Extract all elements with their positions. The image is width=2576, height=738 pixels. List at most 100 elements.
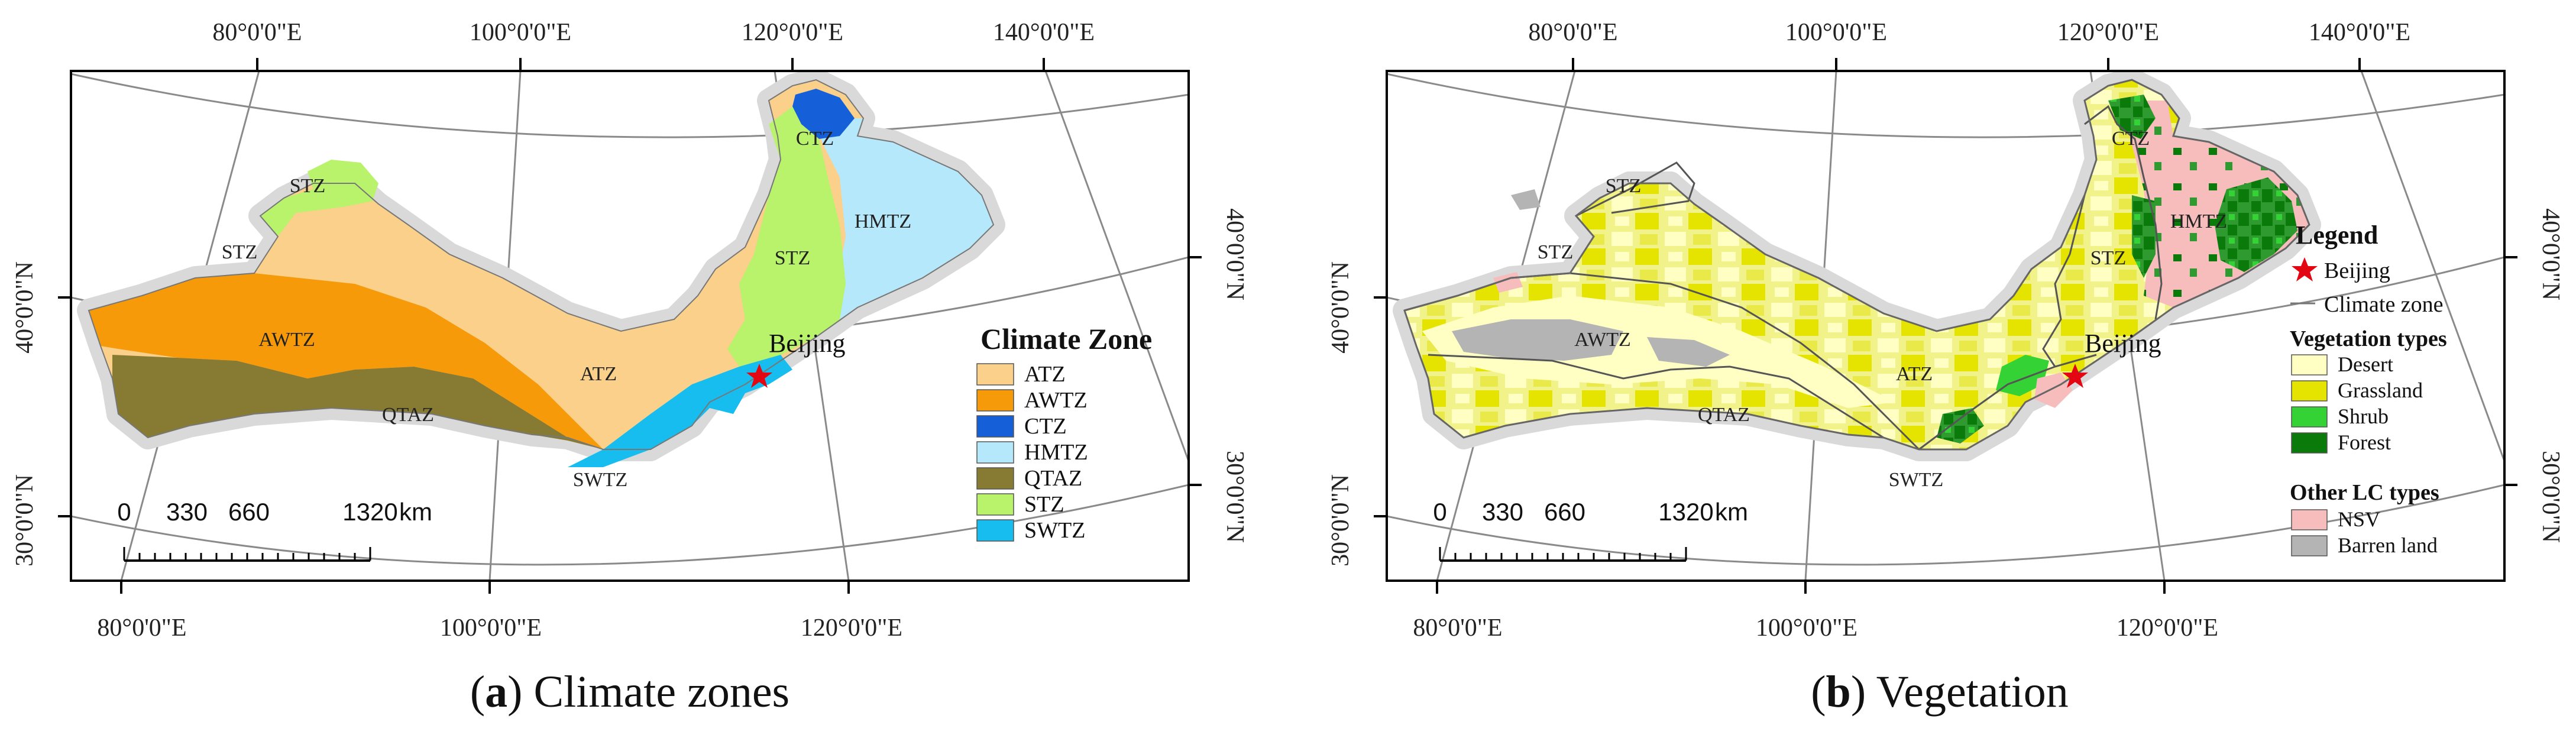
legend-swatch (2291, 354, 2328, 376)
zone-stz-east (727, 106, 846, 367)
caption-text: Vegetation (1866, 667, 2069, 717)
legend-label: Grassland (2338, 378, 2423, 402)
panel-b: 80°0'0"E 100°0'0"E 120°0'0"E 140°0'0"E 4… (1327, 19, 2564, 717)
forest-area (2132, 195, 2156, 278)
caption-letter: a (485, 667, 507, 717)
side-ticks-b (1374, 256, 2517, 517)
zone-label: ATZ (580, 363, 617, 385)
top-lon-label: 80°0'0"E (212, 19, 302, 46)
zone-hmtz (816, 118, 993, 319)
right-lat-label: 40°0'0"N (2537, 208, 2564, 300)
zone-swtz (568, 355, 792, 467)
map-area-b: STZ STZ AWTZ QTAZ ATZ SWTZ STZ CTZ HMTZ … (1387, 71, 2504, 581)
bottom-ticks-b (1436, 581, 2166, 594)
legend-swatch (976, 493, 1014, 516)
top-lon-label: 100°0'0"E (1785, 19, 1887, 46)
scale-tick: 0 (117, 498, 131, 526)
forest-area (2108, 95, 2156, 139)
beijing-star-icon (2062, 364, 2088, 388)
legend-label: ATZ (1024, 362, 1066, 387)
legend-swatch (976, 363, 1014, 386)
zone-label: CTZ (796, 128, 834, 150)
zone-label: STZ (2090, 247, 2126, 269)
bottom-lon-label: 120°0'0"E (801, 614, 902, 642)
barren-land (1511, 189, 1541, 210)
forest-area (2215, 177, 2297, 272)
legend-title: Climate Zone (980, 322, 1152, 355)
zone-label: AWTZ (258, 329, 315, 351)
legend-swatch (2291, 509, 2328, 530)
map-frame-a (70, 70, 1190, 582)
scale-tick: 1320 (1658, 498, 1713, 526)
zone-awtz (89, 273, 603, 449)
legend-veg-title: Vegetation types (2290, 326, 2447, 351)
zone-label: AWTZ (1574, 329, 1630, 351)
beijing-star-icon (746, 364, 772, 388)
forest-area (1937, 408, 1984, 444)
top-ticks-a (256, 58, 1045, 71)
caption-b: (b) Vegetation (1811, 667, 2069, 717)
legend-swatch (2291, 535, 2328, 556)
top-lon-label: 120°0'0"E (2057, 19, 2159, 46)
zone-label: STZ (290, 175, 325, 197)
legend-climate-zone: Climate zone (2324, 292, 2444, 317)
scale-tick: 330 (1482, 498, 1523, 526)
scale-tick: 330 (166, 498, 208, 526)
legend-swatch (976, 519, 1014, 542)
legend-label: NSV (2338, 507, 2380, 531)
left-lat-label: 30°0'0"N (1327, 474, 1354, 567)
legend-swatch (2291, 432, 2328, 454)
zone-stz-nw (260, 160, 378, 237)
bottom-lon-label: 120°0'0"E (2117, 614, 2218, 642)
legend-label: CTZ (1024, 414, 1067, 439)
bottom-lon-label: 80°0'0"E (1413, 614, 1502, 642)
legend-swatch (2291, 406, 2328, 428)
bottom-lon-label: 100°0'0"E (440, 614, 542, 642)
right-lat-label: 30°0'0"N (1221, 451, 1248, 543)
legend-label: HMTZ (1024, 440, 1088, 465)
zone-labels-b: STZ STZ AWTZ QTAZ ATZ SWTZ STZ CTZ HMTZ (1538, 128, 2227, 491)
legend-label: Shrub (2338, 404, 2389, 428)
scale-bar-a: 0 330 660 1320 km (117, 498, 432, 562)
beijing-label: Beijing (769, 329, 846, 358)
scale-unit: km (399, 498, 432, 526)
legend-swatch (976, 441, 1014, 464)
legend-swatch (976, 389, 1014, 412)
left-lat-label: 30°0'0"N (11, 474, 38, 567)
legend-label: Forest (2338, 430, 2391, 454)
zone-label: HMTZ (855, 211, 911, 232)
scale-tick: 660 (1544, 498, 1585, 526)
zone-qtaz (112, 355, 603, 449)
zone-label: CTZ (2112, 128, 2150, 150)
zone-label: STZ (222, 241, 257, 263)
right-lat-label: 30°0'0"N (2537, 451, 2564, 543)
left-lat-label: 40°0'0"N (11, 261, 38, 354)
legend-other-title: Other LC types (2290, 480, 2439, 505)
bottom-lon-label: 100°0'0"E (1756, 614, 1857, 642)
legend-label: QTAZ (1024, 466, 1082, 491)
left-lat-label: 40°0'0"N (1327, 261, 1354, 354)
scale-unit: km (1715, 498, 1748, 526)
side-ticks-a (58, 256, 1202, 517)
top-lon-label: 140°0'0"E (2309, 19, 2410, 46)
bottom-lon-labels-b: 80°0'0"E 100°0'0"E 120°0'0"E (1413, 614, 2218, 642)
legend-label: STZ (1024, 492, 1064, 517)
legend-swatch (976, 467, 1014, 490)
zone-label: QTAZ (1698, 404, 1750, 426)
map-frame-b (1386, 70, 2506, 582)
scale-tick: 0 (1433, 498, 1446, 526)
caption-text: Climate zones (522, 667, 789, 717)
zone-label: SWTZ (573, 469, 628, 491)
zone-label: HMTZ (2170, 211, 2227, 232)
beijing-star-icon (2292, 257, 2318, 281)
barren-land (1452, 319, 1623, 361)
legend-label: AWTZ (1024, 388, 1088, 413)
legend-title: Legend (2296, 221, 2378, 250)
climate-zones-a (88, 79, 994, 467)
zone-label: SWTZ (1889, 469, 1944, 491)
